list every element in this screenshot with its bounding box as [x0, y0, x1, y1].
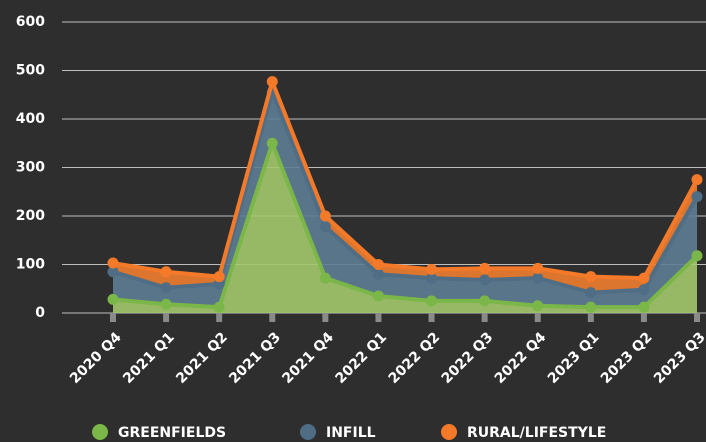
point	[213, 271, 225, 283]
point	[691, 174, 703, 186]
point	[372, 290, 384, 302]
point	[426, 263, 438, 275]
legend-label: RURAL/LIFESTYLE	[467, 425, 606, 441]
point	[426, 295, 438, 307]
point	[532, 300, 544, 312]
x-tick-label: 2020 Q4	[67, 329, 125, 387]
point	[479, 274, 491, 286]
x-tick-mark	[534, 313, 541, 322]
x-tick-label: 2021 Q1	[120, 329, 178, 387]
point	[426, 272, 438, 284]
point	[372, 268, 384, 280]
point	[266, 76, 278, 88]
line	[112, 90, 699, 295]
point	[319, 221, 331, 233]
point	[585, 301, 597, 313]
point	[160, 266, 172, 278]
x-tick-label: 2023 Q1	[545, 329, 603, 387]
y-tick-label: 100	[16, 257, 45, 273]
point	[213, 301, 225, 313]
point	[479, 295, 491, 307]
line	[112, 79, 699, 281]
legend-label: INFILL	[326, 425, 376, 441]
point	[479, 262, 491, 274]
point	[266, 137, 278, 149]
legend-swatch	[92, 424, 108, 440]
point	[691, 191, 703, 203]
x-tick-mark	[428, 313, 435, 322]
point	[107, 257, 119, 269]
x-tick-label: 2023 Q3	[651, 329, 706, 387]
x-tick-label: 2022 Q4	[492, 329, 550, 387]
x-tick-label: 2021 Q2	[173, 329, 231, 387]
point	[691, 250, 703, 262]
legend-swatch	[441, 424, 457, 440]
point	[532, 262, 544, 274]
area	[113, 81, 697, 293]
x-tick-mark	[110, 313, 116, 322]
x-tick-mark	[587, 313, 594, 322]
x-tick-mark	[375, 313, 382, 322]
point	[585, 271, 597, 283]
x-tick-mark	[269, 313, 276, 322]
x-tick-mark	[481, 313, 488, 322]
x-tick-label: 2021 Q3	[226, 329, 284, 387]
y-tick-label: 600	[16, 14, 45, 30]
legend-swatch	[300, 424, 316, 440]
x-tick-label: 2021 Q4	[279, 329, 337, 387]
point	[372, 259, 384, 270]
x-tick-label: 2022 Q3	[439, 329, 497, 387]
x-tick-mark	[640, 313, 647, 322]
point	[319, 210, 331, 222]
x-tick-label: 2023 Q2	[598, 329, 656, 387]
y-tick-label: 0	[35, 305, 45, 321]
x-tick-mark	[163, 313, 170, 322]
x-tick-label: 2022 Q2	[386, 329, 444, 387]
y-tick-label: 200	[16, 208, 45, 224]
y-tick-label: 300	[16, 160, 45, 176]
y-tick-label: 400	[16, 111, 45, 127]
point	[638, 301, 650, 313]
point	[638, 272, 650, 284]
x-tick-label: 2022 Q1	[332, 329, 390, 387]
point	[319, 272, 331, 284]
legend-label: GREENFIELDS	[118, 425, 226, 441]
point	[160, 298, 172, 310]
point	[585, 287, 597, 299]
x-tick-mark	[216, 313, 223, 322]
x-tick-mark	[694, 313, 700, 322]
y-tick-label: 500	[16, 63, 45, 79]
x-tick-mark	[322, 313, 329, 322]
point	[107, 293, 119, 305]
point	[160, 282, 172, 294]
point	[532, 272, 544, 284]
point	[107, 266, 119, 278]
line	[112, 141, 699, 310]
point	[638, 284, 650, 296]
